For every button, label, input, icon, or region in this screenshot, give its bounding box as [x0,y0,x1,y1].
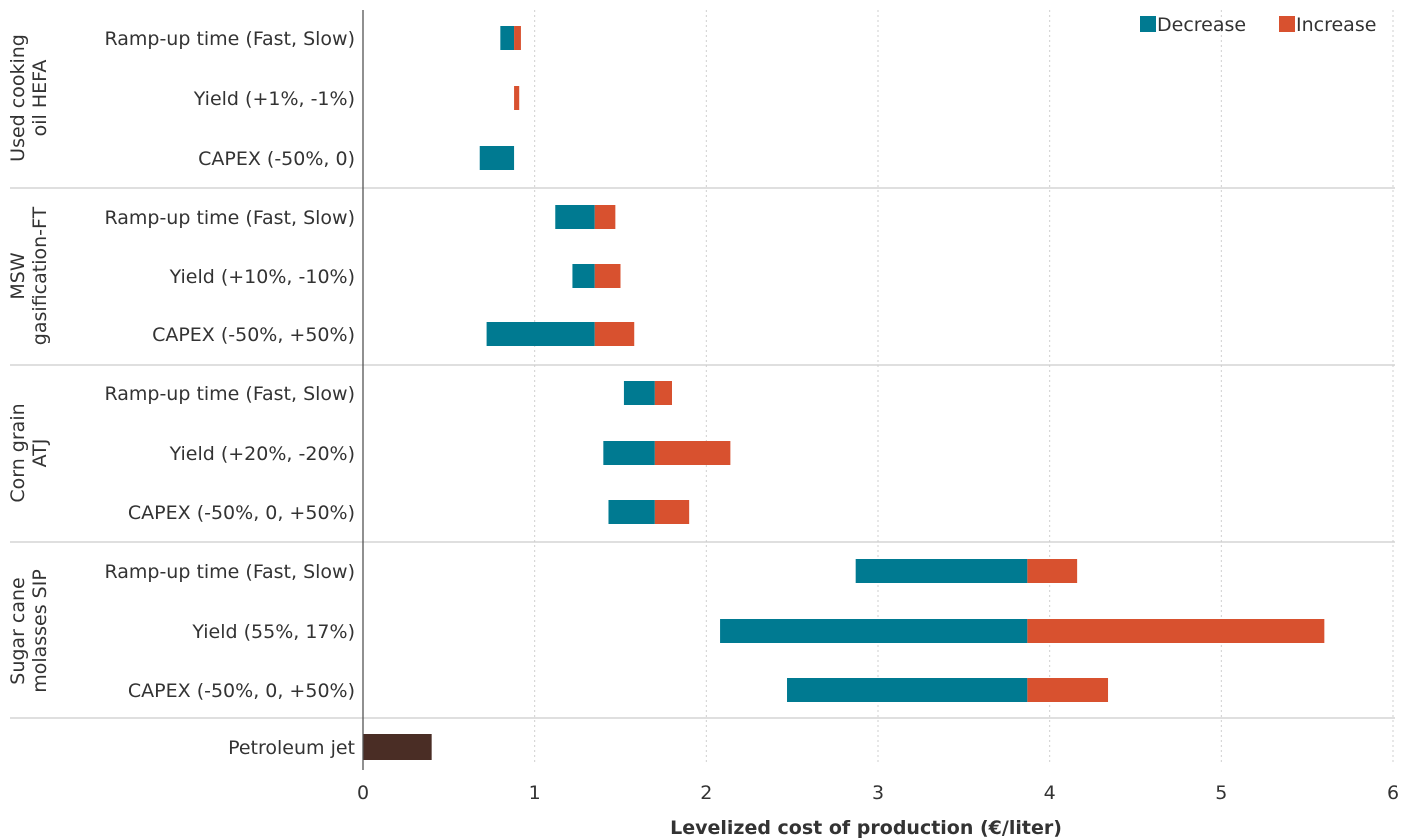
group-label-corn-grain-atj: ATJ [29,439,51,468]
category-label: CAPEX (-50%, +50%) [152,324,355,346]
bar-decrease-msw-gasification-ft-0 [555,205,595,229]
legend-label-increase: Increase [1296,14,1376,36]
category-label: CAPEX (-50%, 0, +50%) [128,680,355,702]
bar-increase-used-cooking-oil-hefa-1 [514,86,520,110]
bar-increase-corn-grain-atj-0 [654,381,672,405]
gridlines [534,10,1394,765]
group-label-msw-gasification-ft: gasification-FT [29,206,51,345]
legend-swatch-increase [1279,16,1295,32]
category-label: Yield (+1%, -1%) [193,88,355,110]
group-label-used-cooking-oil-hefa: oil HEFA [29,60,51,137]
bar-increase-sugar-cane-molasses-sip-1 [1027,619,1325,643]
category-label: Yield (+10%, -10%) [169,266,355,288]
category-label: Ramp-up time (Fast, Slow) [104,28,355,50]
bar-decrease-sugar-cane-molasses-sip-2 [787,678,1028,702]
bar-increase-used-cooking-oil-hefa-0 [514,26,521,50]
category-label: CAPEX (-50%, 0) [198,148,355,170]
bar-increase-msw-gasification-ft-2 [594,322,635,346]
x-tick-label: 6 [1387,782,1399,804]
x-tick-label: 1 [529,782,541,804]
category-label-petroleum-jet: Petroleum jet [228,737,355,759]
bar-petroleum-jet [363,734,432,760]
bar-decrease-sugar-cane-molasses-sip-0 [855,559,1028,583]
bars [363,26,1325,760]
x-axis-ticks: 0 1 2 3 4 5 6 [357,782,1399,804]
category-label: Ramp-up time (Fast, Slow) [104,207,355,229]
group-label-used-cooking-oil-hefa: Used cooking [7,34,29,162]
bar-increase-corn-grain-atj-2 [654,500,690,524]
bar-decrease-msw-gasification-ft-1 [572,264,595,288]
bar-decrease-corn-grain-atj-2 [608,500,655,524]
bar-increase-msw-gasification-ft-0 [594,205,616,229]
group-label-msw-gasification-ft: MSW [7,252,29,299]
x-tick-label: 4 [1044,782,1056,804]
x-axis-title: Levelized cost of production (€/liter) [670,817,1062,839]
bar-increase-corn-grain-atj-1 [654,441,731,465]
legend-label-decrease: Decrease [1157,14,1246,36]
group-separators [10,187,1395,719]
bar-decrease-msw-gasification-ft-2 [486,322,595,346]
category-label: Ramp-up time (Fast, Slow) [104,383,355,405]
x-tick-label: 5 [1215,782,1227,804]
x-tick-label: 3 [872,782,884,804]
x-tick-label: 2 [700,782,712,804]
bar-increase-msw-gasification-ft-1 [594,264,621,288]
category-label: Yield (55%, 17%) [191,621,355,643]
group-label-sugar-cane-molasses-sip: molasses SIP [29,569,51,693]
bar-decrease-used-cooking-oil-hefa-2 [479,146,515,170]
x-tick-label: 0 [357,782,369,804]
legend-swatch-decrease [1140,16,1156,32]
bar-increase-sugar-cane-molasses-sip-2 [1027,678,1109,702]
bar-decrease-corn-grain-atj-0 [623,381,655,405]
category-labels: Ramp-up time (Fast, Slow) Yield (+1%, -1%… [104,28,355,759]
bar-decrease-corn-grain-atj-1 [603,441,655,465]
bar-increase-sugar-cane-molasses-sip-0 [1027,559,1078,583]
group-label-corn-grain-atj: Corn grain [7,403,29,502]
legend: Decrease Increase [1140,14,1376,36]
bar-decrease-sugar-cane-molasses-sip-1 [720,619,1028,643]
category-label: Ramp-up time (Fast, Slow) [104,561,355,583]
group-label-sugar-cane-molasses-sip: Sugar cane [7,577,29,684]
group-labels: Used cooking oil HEFA MSW gasification-FT Co… [7,34,51,693]
bar-decrease-used-cooking-oil-hefa-0 [500,26,515,50]
category-label: Yield (+20%, -20%) [169,443,355,465]
category-label: CAPEX (-50%, 0, +50%) [128,502,355,524]
